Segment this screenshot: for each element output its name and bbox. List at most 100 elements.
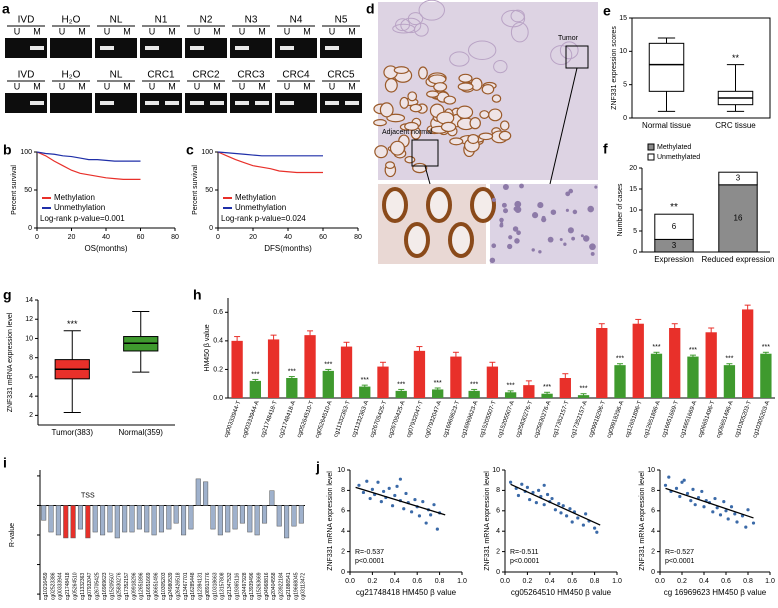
nucleus bbox=[568, 188, 574, 194]
point bbox=[593, 526, 597, 530]
x-tick-label: 40 bbox=[102, 234, 110, 241]
nucleus bbox=[501, 202, 507, 208]
point bbox=[429, 513, 433, 517]
value-label: 16 bbox=[734, 214, 743, 223]
y-tick-label: 4 bbox=[341, 528, 345, 535]
stat-label: p<0.0001 bbox=[510, 558, 539, 565]
point bbox=[568, 507, 572, 511]
panel-letter: g bbox=[3, 287, 12, 303]
point bbox=[357, 483, 361, 487]
y-tick-label: 2 bbox=[29, 412, 33, 419]
crypt bbox=[433, 82, 448, 92]
point bbox=[402, 507, 406, 511]
nucleus bbox=[500, 222, 504, 226]
point bbox=[570, 520, 574, 524]
x-tick-label: cg21886541 bbox=[286, 572, 292, 600]
gland bbox=[467, 40, 497, 60]
lane-label: U bbox=[329, 26, 336, 36]
lane-label: U bbox=[149, 26, 156, 36]
gel-band bbox=[190, 101, 204, 105]
legend-label: Methylation bbox=[54, 193, 95, 202]
point bbox=[365, 479, 369, 483]
gel-group-label: CRC3 bbox=[237, 70, 265, 81]
bar bbox=[705, 332, 717, 398]
gel bbox=[95, 38, 137, 58]
value-label: 3 bbox=[672, 241, 677, 250]
crypt bbox=[418, 66, 428, 80]
bar bbox=[395, 390, 407, 398]
crypt bbox=[426, 90, 440, 98]
nucleus bbox=[590, 251, 595, 256]
point bbox=[417, 514, 422, 518]
x-tick-label: cg17352157-A bbox=[570, 400, 589, 439]
crypt bbox=[443, 95, 457, 105]
stat-label: R=-0.537 bbox=[355, 549, 384, 556]
crypt bbox=[436, 111, 455, 125]
x-tick-label: 1.0 bbox=[457, 578, 467, 585]
x-tick-label: cg10305203-T bbox=[734, 400, 753, 439]
y-tick-label: 8 bbox=[496, 487, 500, 494]
histology-images bbox=[373, 0, 598, 264]
bar bbox=[249, 380, 262, 398]
zoom-line bbox=[549, 67, 578, 185]
y-tick-label: 100 bbox=[20, 149, 32, 156]
x-tick-label: cg25830276-T bbox=[515, 400, 534, 439]
x-tick-label: cg07932047 bbox=[87, 572, 93, 600]
x-tick-label: cg19365116 bbox=[234, 573, 240, 600]
bar bbox=[85, 505, 91, 539]
crypt bbox=[409, 103, 423, 113]
bar bbox=[203, 481, 209, 506]
panel-letter: a bbox=[2, 1, 10, 17]
panel-letter: e bbox=[603, 3, 611, 19]
panel-letter: i bbox=[3, 455, 7, 471]
x-tick-label: cg16969623-A bbox=[461, 400, 480, 439]
gel bbox=[5, 93, 47, 113]
y-tick-label: 10 bbox=[647, 467, 655, 474]
bar bbox=[231, 340, 243, 398]
nucleus bbox=[503, 208, 509, 214]
point bbox=[413, 497, 417, 502]
gel-group-label: N2 bbox=[200, 15, 213, 26]
x-tick-label: cg07932047-T bbox=[406, 400, 425, 439]
x-tick-label: Expression bbox=[654, 255, 694, 264]
significance: *** bbox=[361, 377, 369, 384]
point bbox=[693, 503, 697, 507]
survival-curve bbox=[217, 151, 323, 157]
gel-band bbox=[235, 101, 249, 105]
gel-group-label: CRC2 bbox=[192, 70, 220, 81]
point bbox=[746, 508, 750, 512]
gel-group-label: CRC4 bbox=[282, 70, 310, 81]
x-tick-label: CRC tissue bbox=[715, 121, 756, 130]
bar bbox=[284, 505, 290, 539]
bar bbox=[232, 505, 238, 530]
x-tick-label: cg24980539 bbox=[168, 572, 174, 600]
x-tick-label: 60 bbox=[137, 234, 145, 241]
bar bbox=[63, 505, 69, 539]
bar bbox=[151, 505, 157, 536]
x-tick-label: cg12651896-A bbox=[643, 400, 662, 439]
point bbox=[398, 477, 402, 481]
gel bbox=[140, 93, 182, 113]
point bbox=[702, 505, 706, 509]
x-tick-label: cg09918296-T bbox=[588, 400, 607, 439]
crypt bbox=[499, 120, 510, 131]
bar bbox=[92, 505, 98, 533]
y-axis-label: Number of cases bbox=[617, 183, 624, 236]
point bbox=[696, 495, 701, 500]
point bbox=[525, 485, 530, 489]
nucleus bbox=[514, 200, 522, 208]
crypt bbox=[426, 187, 452, 223]
point bbox=[528, 497, 532, 502]
crypt bbox=[449, 137, 464, 146]
crypt bbox=[404, 121, 419, 131]
crypt bbox=[407, 91, 418, 102]
lane-label: U bbox=[194, 26, 201, 36]
gel bbox=[230, 93, 272, 113]
x-tick-label: 0 bbox=[35, 234, 39, 241]
x-tick-label: cg26705425 bbox=[95, 572, 101, 600]
bar bbox=[267, 339, 280, 398]
survival-curve bbox=[217, 151, 323, 174]
gel-group-label: H₂O bbox=[62, 70, 81, 81]
nucleus bbox=[571, 236, 576, 241]
bar bbox=[340, 346, 353, 398]
